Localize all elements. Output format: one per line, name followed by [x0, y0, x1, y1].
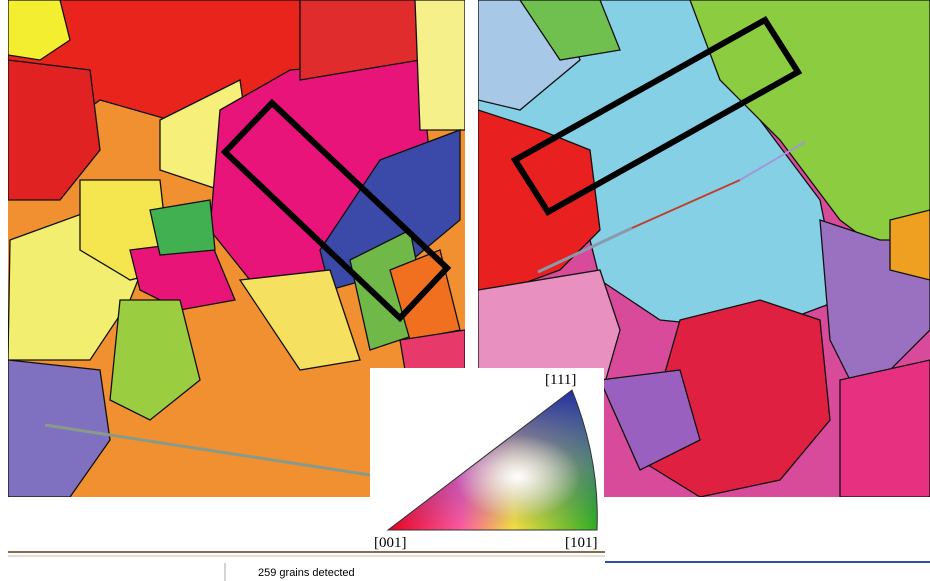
ebsd-view: 259 grains detected [111] [001] [101] [0, 0, 930, 581]
ipf-legend: [111] [001] [101] [370, 368, 604, 551]
legend-label: [101] [565, 535, 598, 551]
screen: 259 grains detected [111] [001] [101] [0, 0, 930, 581]
legend-label: [111] [545, 372, 576, 388]
status-text: 259 grains detected [258, 567, 355, 579]
legend-label: [001] [374, 535, 407, 551]
